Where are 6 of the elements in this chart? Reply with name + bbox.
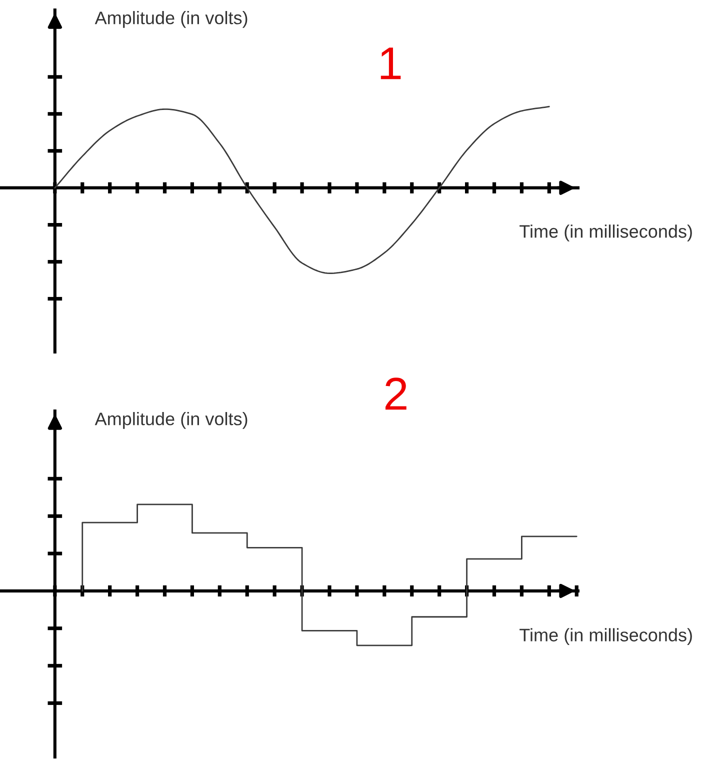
y-axis-title: Amplitude (in volts) [94,11,248,28]
chart-title: 2 [385,378,406,410]
x-axis-title: Time (in milliseconds) [520,224,692,242]
y-axis-title: Amplitude (in volts) [94,412,248,429]
x-axis-title: Time (in milliseconds) [520,628,692,645]
chart-title: 1 [380,48,401,80]
